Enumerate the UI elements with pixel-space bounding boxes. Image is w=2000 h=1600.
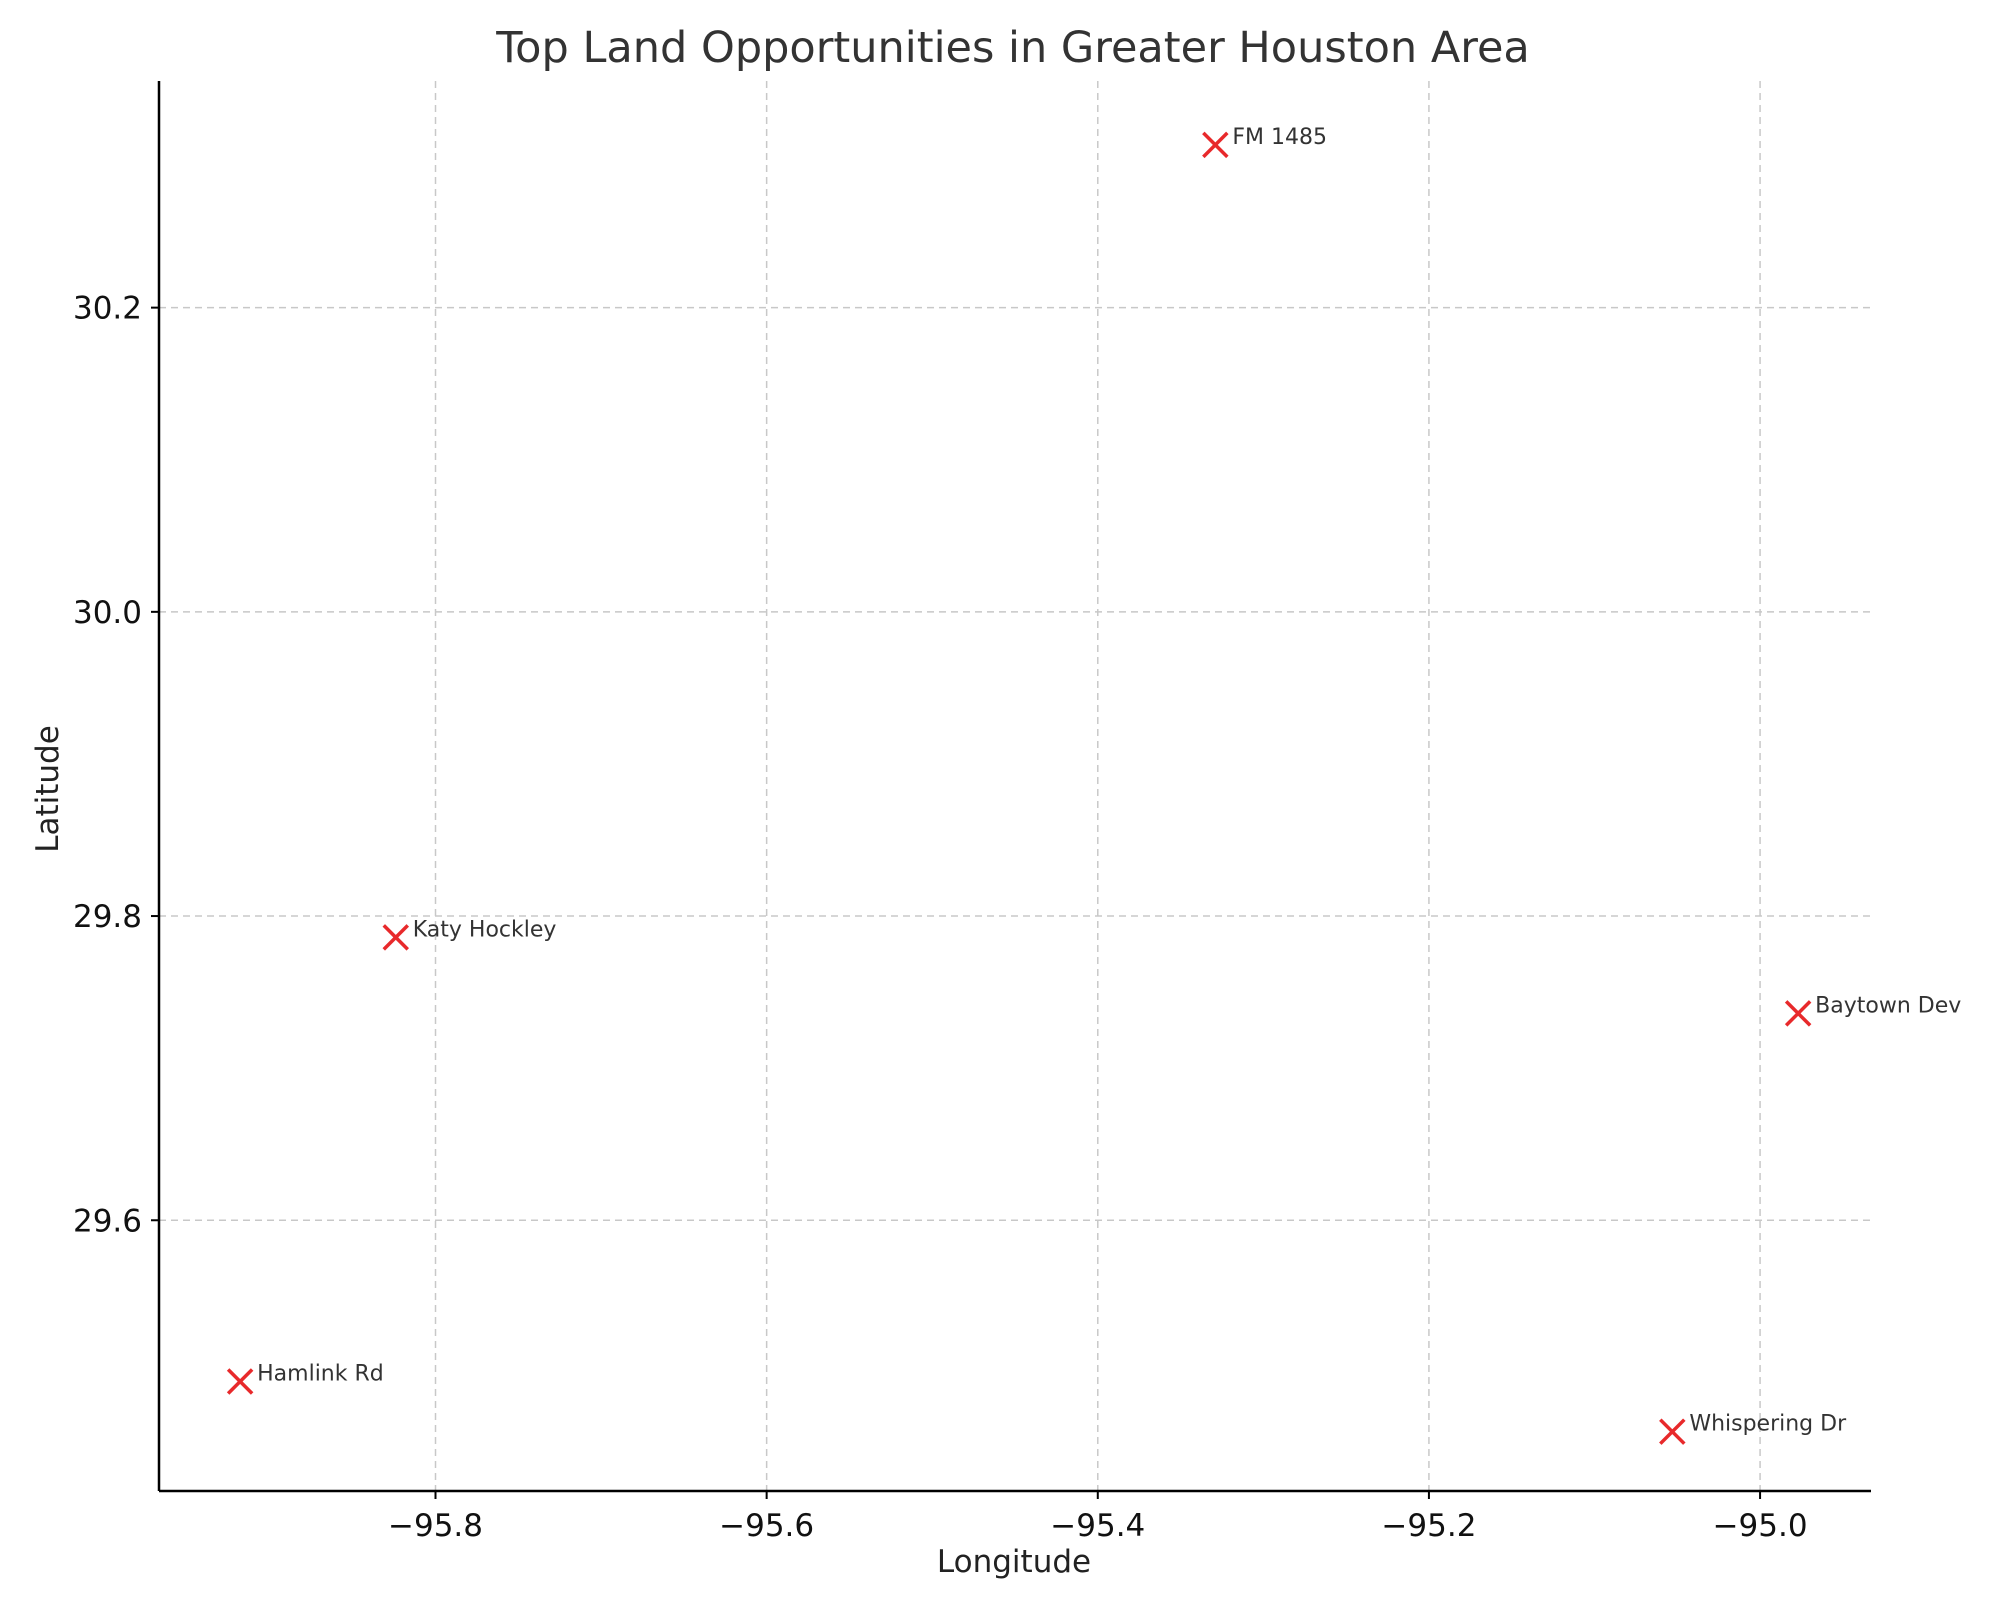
- ticks: −95.8 −95.6 −95.4 −95.2 −95.0 29.6 29.8 30.0 30.…: [73, 291, 1808, 1544]
- data-points: FM 1485 Katy Hockley Baytown Dev Hamlink Rd…: [226, 125, 1961, 1445]
- y-tick-label: 30.0: [73, 595, 142, 631]
- y-tick-label: 29.6: [73, 1203, 142, 1239]
- data-point-marker: [1202, 131, 1229, 159]
- data-point-label: Katy Hockley: [413, 917, 557, 942]
- chart-title: Top Land Opportunities in Greater Housto…: [495, 23, 1530, 73]
- data-point-marker: [226, 1368, 254, 1395]
- x-tick-label: −95.8: [388, 1508, 483, 1544]
- x-tick-label: −95.4: [1050, 1508, 1145, 1544]
- data-point-label: Baytown Dev: [1815, 993, 1961, 1018]
- data-point-marker: [1784, 1000, 1812, 1027]
- x-tick-label: −95.6: [719, 1508, 814, 1544]
- data-point-marker: [382, 924, 410, 951]
- data-point-label: FM 1485: [1232, 125, 1327, 150]
- x-tick-label: −95.0: [1713, 1508, 1808, 1544]
- y-tick-label: 29.8: [73, 899, 142, 935]
- grid: [159, 81, 1871, 1491]
- data-point-marker: [1659, 1418, 1686, 1445]
- axes: [157, 81, 1871, 1493]
- y-tick-label: 30.2: [73, 291, 142, 327]
- x-tick-label: −95.2: [1381, 1508, 1476, 1544]
- y-axis-label: Latitude: [30, 725, 66, 853]
- x-axis-label: Longitude: [937, 1544, 1091, 1580]
- data-point-label: Whispering Dr: [1689, 1412, 1847, 1437]
- data-point-label: Hamlink Rd: [257, 1361, 384, 1386]
